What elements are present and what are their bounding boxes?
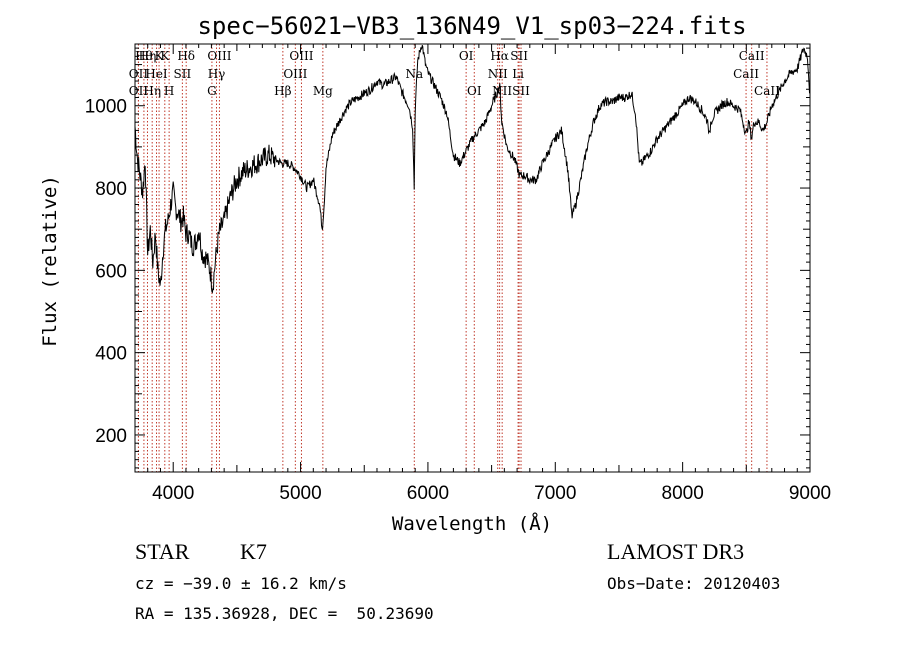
spectral-line-markers (137, 44, 768, 472)
line-label-0: OII (129, 67, 149, 81)
line-label-1: OII (129, 84, 149, 98)
line-label-21: NII (488, 67, 508, 81)
line-label-4: Hη (143, 84, 161, 98)
line-label-7: K (160, 49, 170, 63)
observation-date: Obs−Date: 20120403 (607, 574, 781, 593)
line-label-28: CaII (739, 49, 765, 63)
sky-coordinates: RA = 135.36928, DEC = 50.23690 (135, 604, 434, 623)
y-tick-label: 1000 (85, 97, 127, 118)
line-label-26: SII (512, 84, 530, 98)
line-label-25: SII (510, 49, 528, 63)
line-label-3: Hη (139, 49, 157, 63)
y-tick-label: 200 (95, 426, 127, 447)
spectral-line-labels: OIIOIIHθHηHηHeIKKHSIIHδGHγOIIIHβOIIIOIII… (129, 49, 780, 98)
object-subclass: K7 (240, 539, 267, 564)
line-label-19: OI (459, 49, 474, 63)
line-label-24: Li (512, 67, 524, 81)
y-axis-label: Flux (relative) (39, 175, 61, 347)
line-label-29: CaII (754, 84, 780, 98)
x-tick-label: 6000 (407, 483, 449, 504)
y-tick-label: 400 (95, 344, 127, 365)
x-tick-label: 5000 (279, 483, 321, 504)
line-label-10: Hδ (177, 49, 195, 63)
line-label-20: OI (467, 84, 482, 98)
x-tick-label: 8000 (662, 483, 704, 504)
x-axis-ticks: 4000 5000 6000 7000 8000 9000 (134, 44, 831, 504)
y-tick-label: 600 (95, 261, 127, 282)
line-label-8: H (164, 84, 174, 98)
line-label-12: Hγ (208, 67, 226, 81)
line-label-11: G (207, 84, 217, 98)
object-class: STAR (135, 539, 190, 564)
line-label-2: Hθ (135, 49, 153, 63)
y-axis-ticks: 200 400 600 800 1000 (85, 47, 810, 469)
line-label-9: SII (174, 67, 192, 81)
line-label-18: Na (405, 67, 423, 81)
redshift-value: cz = −39.0 ± 16.2 km/s (135, 574, 347, 593)
chart-title: spec−56021−VB3_136N49_V1_sp03−224.fits (197, 12, 746, 40)
y-tick-label: 800 (95, 179, 127, 200)
x-tick-label: 9000 (789, 483, 831, 504)
x-tick-label: 7000 (534, 483, 576, 504)
spectrum-line (134, 45, 811, 294)
line-label-14: Hβ (274, 84, 291, 98)
x-tick-label: 4000 (152, 483, 194, 504)
line-label-22: Hα (490, 49, 509, 63)
line-label-15: OIII (283, 67, 307, 81)
line-label-5: HeI (145, 67, 168, 81)
survey-name: LAMOST DR3 (607, 539, 745, 564)
line-label-16: OIII (289, 49, 313, 63)
plot-frame (134, 43, 811, 473)
line-label-17: Mg (313, 84, 333, 98)
line-label-13: OIII (207, 49, 231, 63)
line-label-6: K (155, 49, 165, 63)
x-axis-label: Wavelength (Å) (392, 512, 552, 535)
line-label-27: CaII (733, 67, 759, 81)
